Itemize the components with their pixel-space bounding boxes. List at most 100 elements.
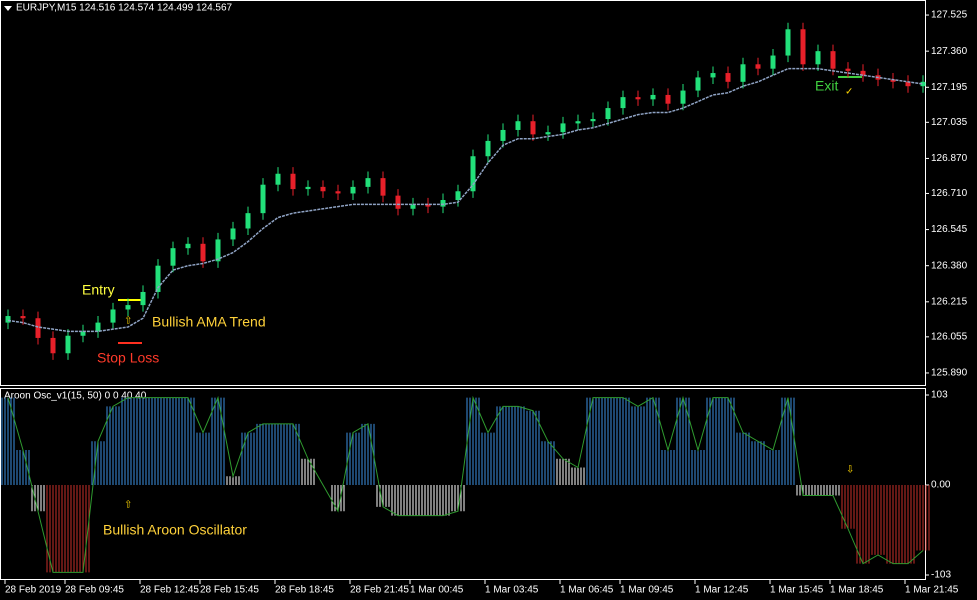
y-tick-label: 126.055 [931,331,968,342]
x-tick-label: 28 Feb 21:45 [350,585,409,596]
candle-body [500,129,506,141]
y-tick-label: 103 [931,390,948,401]
candle-body [905,81,911,87]
x-tick-label: 1 Mar 18:45 [830,585,884,596]
candle-body [200,243,206,262]
candle-body [785,29,791,56]
y-tick-label: 125.890 [931,368,968,379]
check: ✓ [845,87,853,98]
candle-body [290,173,296,190]
candle-body [455,191,461,201]
y-tick-label: -103 [931,570,951,581]
candle-body [800,29,806,65]
candle-body [605,108,611,120]
osc-title: Aroon Osc_v1(15, 50) 0 0 40 40 [4,391,147,402]
candle-body [20,316,26,319]
candle-body [920,81,926,87]
candle-body [575,121,581,124]
x-tick-label: 1 Mar 15:45 [770,585,824,596]
candle-body [380,178,386,196]
candle-body [425,204,431,207]
y-tick-label: 0.00 [931,480,951,491]
candle-body [680,90,686,104]
arrow-down: ⇩ [846,465,854,476]
candle-body [695,77,701,91]
candle-body [755,64,761,69]
y-tick-label: 126.710 [931,188,968,199]
candle-body [665,94,671,104]
candle-body [725,73,731,82]
y-tick-label: 127.195 [931,82,968,93]
candle-body [230,228,236,240]
y-tick-label: 126.215 [931,296,968,307]
candle-body [710,73,716,78]
exit-label: Exit [815,78,838,94]
candle-body [530,121,536,135]
candle-body [335,191,341,194]
candle-body [5,316,11,323]
candle-body [440,200,446,207]
candle-body [215,239,221,262]
candle-body [545,132,551,135]
x-tick-label: 1 Mar 06:45 [560,585,614,596]
candle-body [635,97,641,100]
osc-label: Bullish Aroon Oscillator [103,522,247,538]
osc-outline [7,395,924,573]
candle-body [110,309,116,323]
candle-body [350,186,356,194]
x-tick-label: 1 Mar 03:45 [485,585,539,596]
y-tick-label: 127.525 [931,10,968,21]
candle-body [830,51,836,69]
candle-body [770,55,776,69]
x-tick-label: 28 Feb 18:45 [275,585,334,596]
y-tick-label: 126.380 [931,260,968,271]
candle-body [365,178,371,187]
candle-body [410,204,416,209]
candle-body [590,119,596,122]
osc-frame [0,388,926,580]
candle-body [860,70,866,76]
x-tick-label: 1 Mar 00:45 [410,585,464,596]
candle-body [515,121,521,130]
candle-body [125,305,131,310]
candle-body [140,291,146,306]
candle-body [95,322,101,332]
candle-body [890,79,896,82]
candle-body [185,243,191,249]
candle-body [65,335,71,354]
candle-body [305,186,311,190]
x-tick-label: 28 Feb 2019 [5,585,62,596]
candle-body [275,173,281,185]
candle-body [260,184,266,214]
candle-body [485,140,491,157]
main-title: EURJPY,M15 124.516 124.574 124.499 124.5… [16,3,233,14]
y-tick-label: 127.035 [931,117,968,128]
candle-body [170,248,176,266]
x-tick-label: 1 Mar 21:45 [905,585,959,596]
candle-body [320,186,326,192]
menu-icon [4,6,12,11]
entry-label: Entry [82,282,115,298]
x-tick-label: 1 Mar 12:45 [695,585,749,596]
candle-body [470,156,476,192]
y-tick-label: 126.870 [931,153,968,164]
candle-body [620,97,626,109]
candle-body [35,318,41,338]
arrow-up: ⇧ [124,500,132,511]
candle-body [740,64,746,82]
candle-body [395,195,401,209]
ama-line [7,67,924,333]
candle-body [245,213,251,229]
candle-body [650,94,656,100]
candle-body [155,265,161,292]
stop-label: Stop Loss [97,350,159,366]
candle-body [815,51,821,65]
y-tick-label: 127.360 [931,46,968,57]
candle-body [50,337,56,354]
x-tick-label: 28 Feb 09:45 [65,585,124,596]
x-tick-label: 1 Mar 09:45 [620,585,674,596]
trend-label: Bullish AMA Trend [152,314,266,330]
candle-body [80,331,86,336]
